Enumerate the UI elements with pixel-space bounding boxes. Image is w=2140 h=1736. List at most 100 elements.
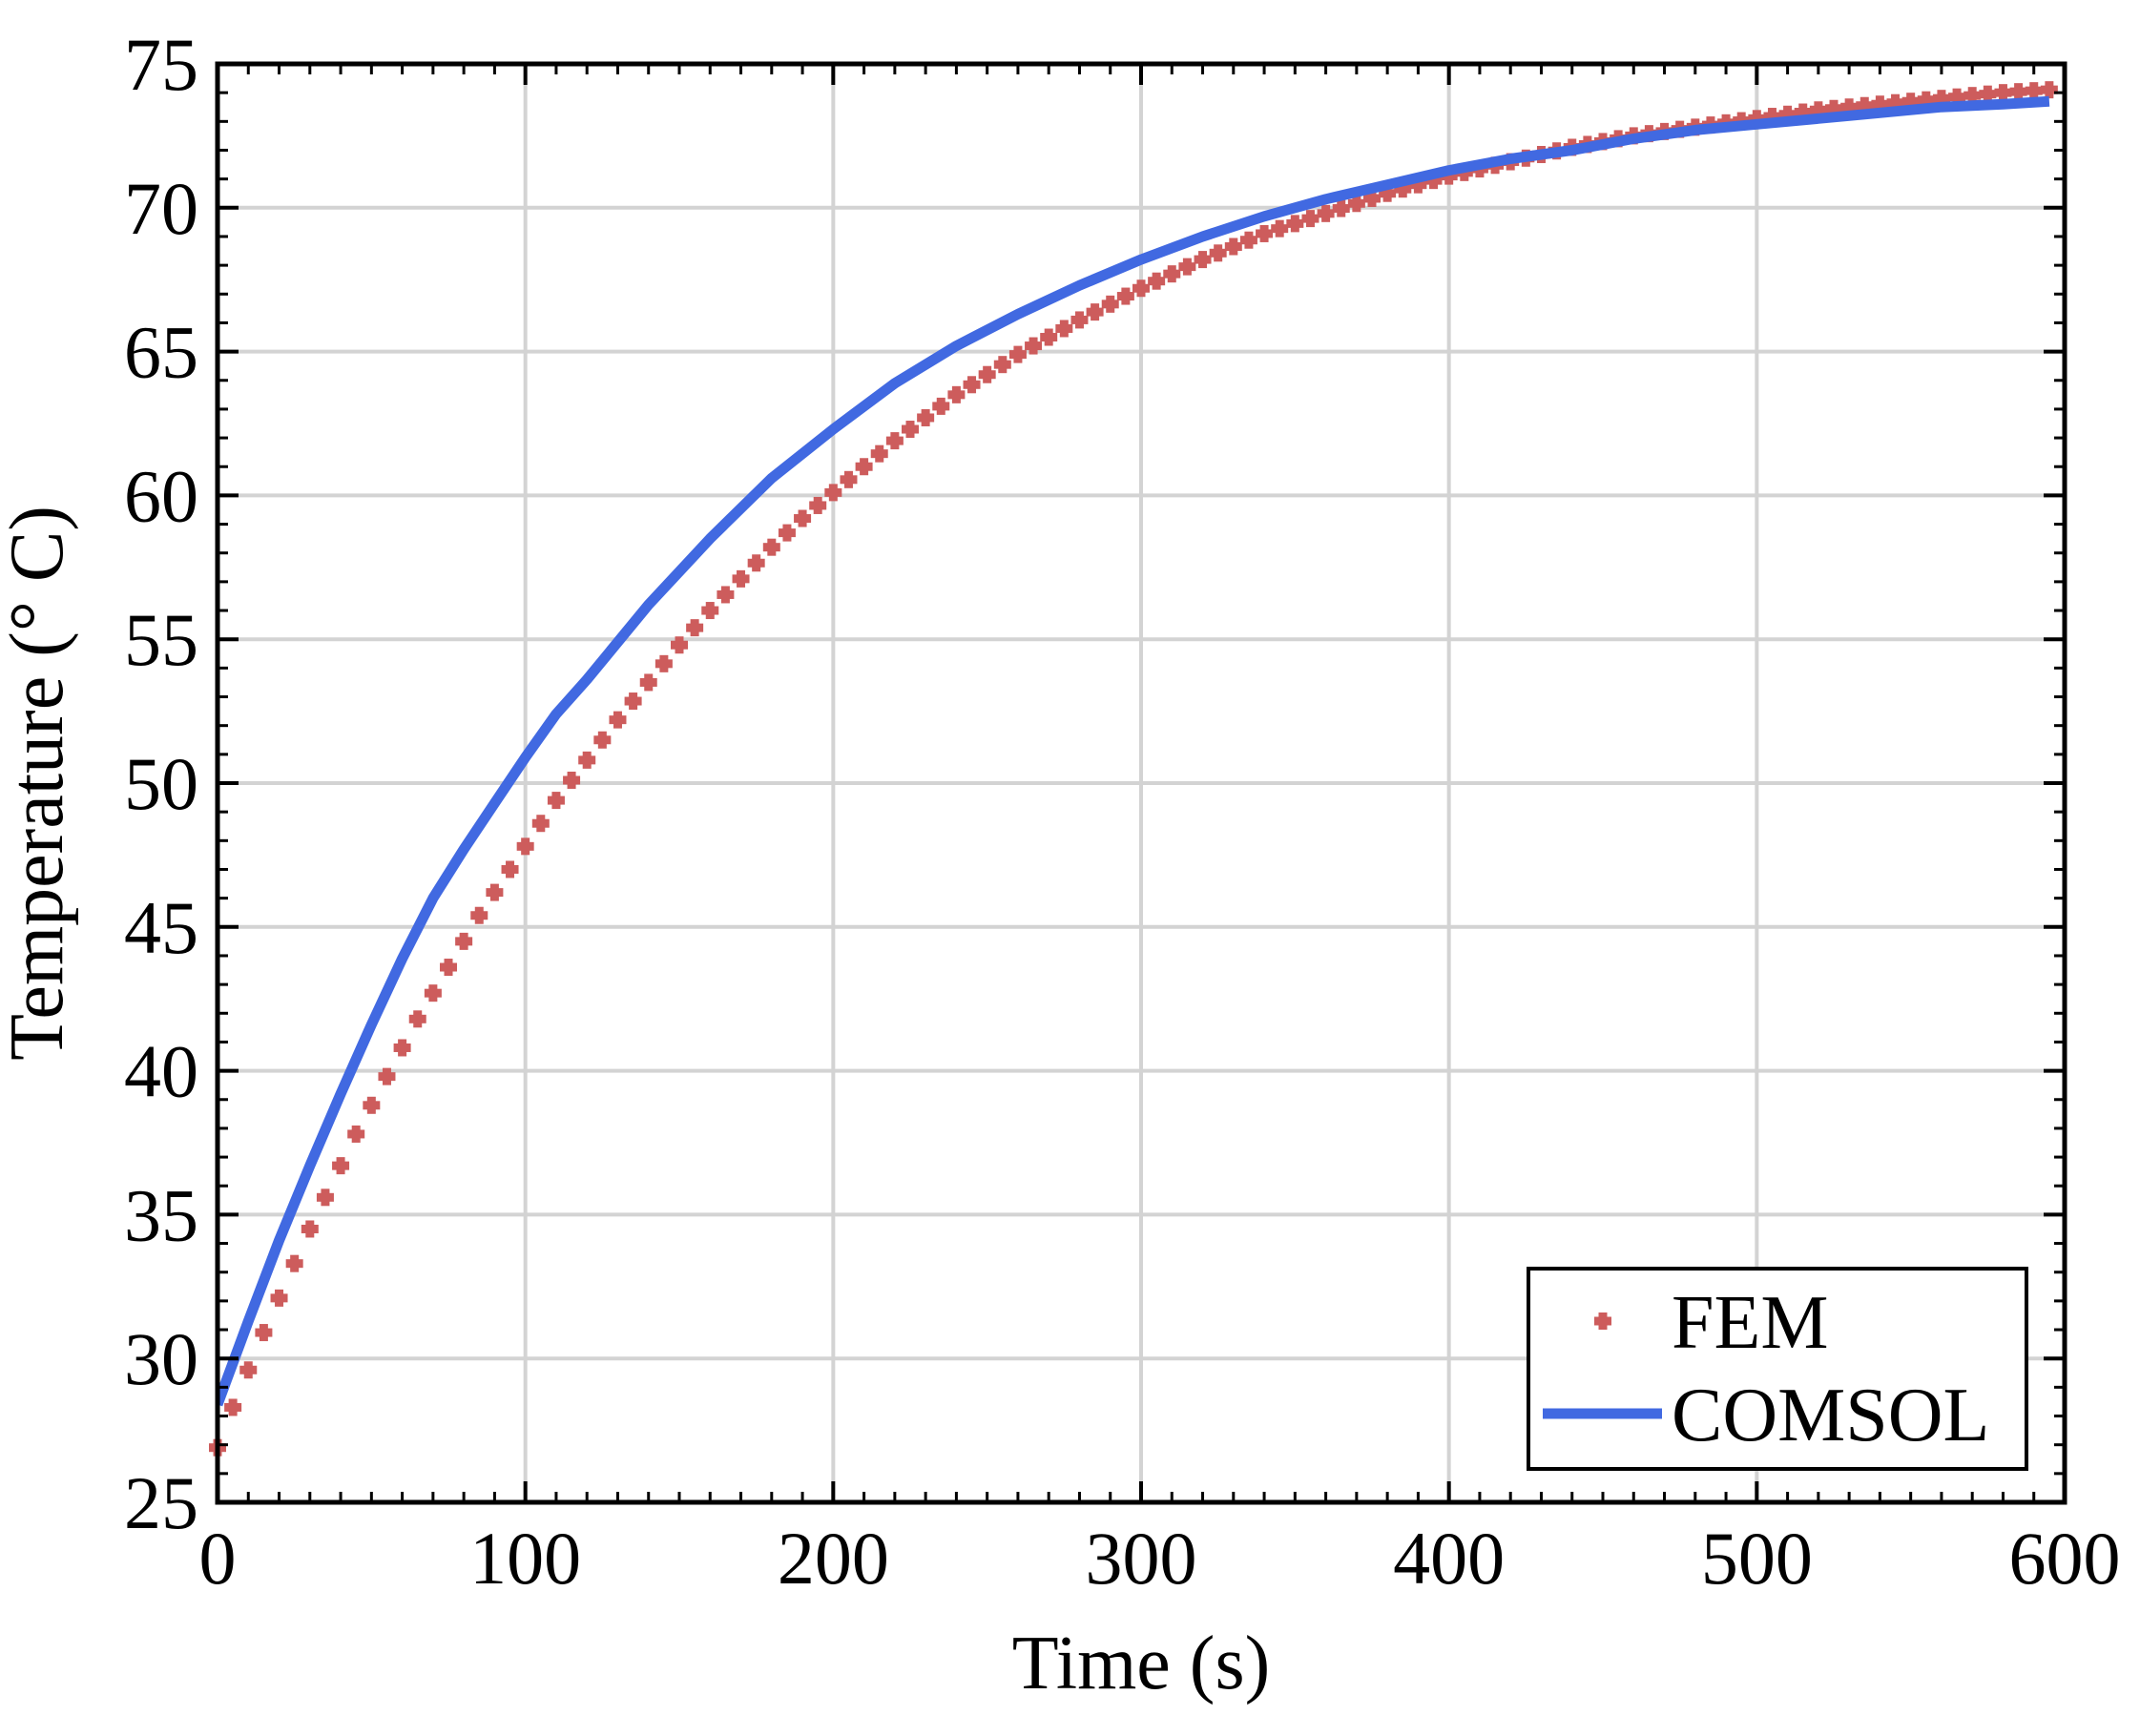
fem-point [1040, 328, 1058, 346]
fem-point [1148, 272, 1166, 290]
plot-series [209, 81, 2058, 1457]
y-tick-label: 55 [124, 598, 198, 681]
fem-point [1840, 98, 1859, 116]
y-tick-label: 50 [124, 742, 198, 825]
fem-point [316, 1188, 334, 1207]
x-tick-label: 0 [199, 1517, 237, 1600]
fem-point [239, 1361, 258, 1379]
legend: FEM COMSOL [1527, 1267, 2028, 1471]
fem-point [1424, 172, 1443, 190]
y-axis-title: Temperature (° C) [0, 506, 79, 1061]
fem-point [1917, 91, 1935, 109]
fem-point [224, 1398, 242, 1416]
fem-point [654, 654, 673, 672]
fem-point [1178, 258, 1196, 276]
fem-point [1886, 93, 1904, 112]
fem-point [593, 731, 612, 749]
fem-point [1301, 210, 1319, 228]
fem-point [1932, 90, 1950, 108]
fem-point [747, 554, 765, 572]
fem-point [2040, 81, 2058, 99]
fem-point [563, 771, 581, 789]
fem-point [1856, 96, 1874, 114]
fem-point [963, 376, 981, 394]
fem-point [902, 421, 919, 439]
fem-point [686, 619, 704, 637]
x-axis-title: Time (s) [1012, 1622, 1270, 1705]
fem-point [440, 959, 457, 977]
fem-point [1332, 199, 1350, 217]
fem-point [778, 524, 796, 542]
legend-label-comsol: COMSOL [1672, 1374, 1989, 1457]
legend-fem-plus [1594, 1312, 1611, 1330]
fem-point [1994, 84, 2012, 102]
y-tick-label: 60 [124, 454, 198, 537]
fem-point [717, 586, 735, 604]
fem-point [408, 1010, 426, 1028]
fem-point [840, 470, 858, 488]
fem-point [1163, 265, 1181, 283]
y-tick-label: 40 [124, 1030, 198, 1113]
fem-point [701, 602, 719, 620]
x-tick-label: 500 [1701, 1517, 1813, 1600]
fem-point [1194, 251, 1212, 269]
fem-point [1794, 103, 1812, 121]
fem-point [947, 385, 966, 403]
fem-point [917, 408, 935, 426]
fem-point [332, 1157, 350, 1175]
fem-point [1224, 238, 1242, 256]
legend-box [1527, 1267, 2028, 1471]
fem-point [516, 837, 534, 856]
fem-point [1271, 219, 1289, 238]
y-tick-label: 35 [124, 1173, 198, 1256]
fem-point [671, 636, 688, 654]
fem-point [932, 397, 950, 415]
y-tick-label: 70 [124, 167, 198, 250]
fem-point [1317, 204, 1335, 222]
fem-point [1347, 195, 1365, 213]
fem-point [270, 1289, 288, 1307]
fem-point [1132, 279, 1150, 298]
fem-point [1239, 231, 1257, 249]
fem-point [470, 906, 488, 924]
x-tick-label: 100 [469, 1517, 581, 1600]
y-tick-label: 25 [124, 1461, 198, 1544]
y-tick-label: 75 [124, 23, 198, 106]
fem-point [1409, 176, 1427, 194]
fem-point [255, 1324, 273, 1342]
fem-point [301, 1220, 319, 1238]
fem-point [1101, 295, 1119, 313]
fem-point [1901, 93, 1920, 111]
legend-label-fem: FEM [1672, 1281, 1829, 1365]
fem-point [2025, 82, 2043, 100]
fem-point [732, 569, 750, 588]
fem-point [1963, 87, 1982, 105]
fem-point [1979, 85, 1997, 103]
fem-point [531, 815, 550, 833]
fem-point [1008, 345, 1027, 363]
fem-point [578, 751, 596, 769]
fem-point [824, 484, 842, 502]
fem-point [1809, 101, 1827, 119]
fem-point [1070, 311, 1089, 329]
fem-point [1025, 337, 1043, 355]
fem-point [1086, 303, 1104, 321]
y-tick-label: 30 [124, 1317, 198, 1400]
fem-point [378, 1067, 396, 1085]
axis-ticks [216, 62, 2067, 1504]
fem-point [1440, 167, 1458, 185]
fem-point [1394, 180, 1412, 198]
fem-point [1871, 95, 1889, 114]
fem-point [285, 1254, 303, 1272]
fem-point [794, 509, 812, 527]
fem-point [870, 444, 888, 463]
x-tick-label: 200 [778, 1517, 889, 1600]
fem-point [624, 692, 642, 711]
fem-point [363, 1096, 381, 1114]
fem-point [1379, 184, 1397, 202]
fem-point [547, 792, 565, 810]
fem-point [1363, 189, 1381, 207]
